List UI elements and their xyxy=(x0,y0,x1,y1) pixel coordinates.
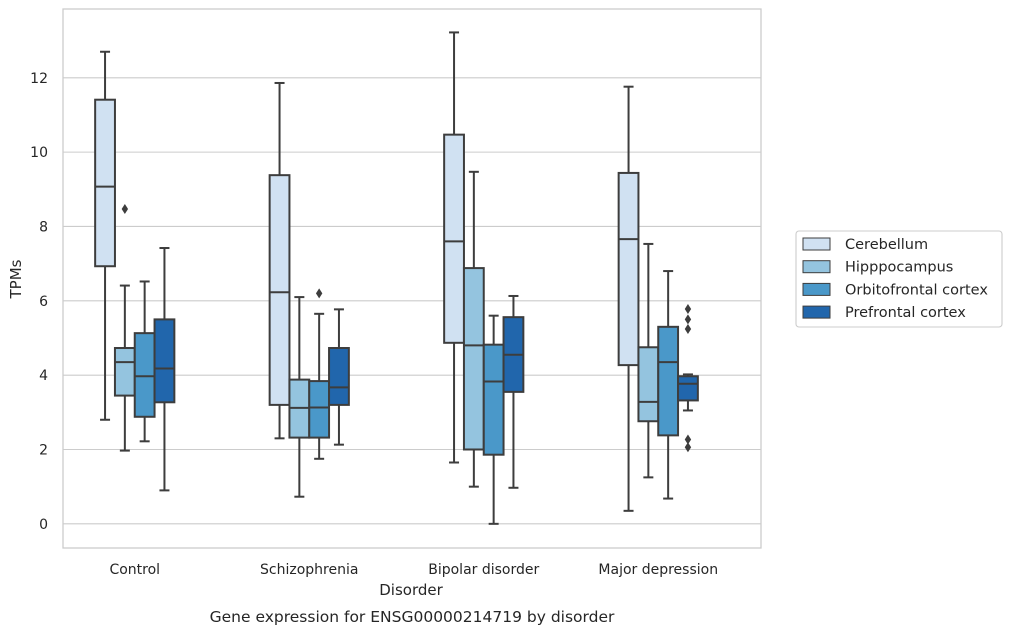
outlier-point xyxy=(121,203,129,214)
box xyxy=(94,50,116,421)
legend-item: Hipppocampus xyxy=(802,260,953,276)
box-body xyxy=(677,375,699,402)
legend-frame xyxy=(795,230,1003,328)
legend-label: Orbitofrontal cortex xyxy=(845,282,988,298)
legend: Cerebellum Hipppocampus Orbitofrontal cort… xyxy=(795,230,1003,328)
x-tick-label: Control xyxy=(109,562,160,578)
box-body xyxy=(462,267,485,451)
y-axis-ticks: 0 2 4 6 8 10 12 xyxy=(30,71,48,533)
y-tick-label: 4 xyxy=(39,368,48,384)
gridlines xyxy=(63,77,761,525)
series-cerebellum xyxy=(94,31,640,512)
x-tick-label: Schizophrenia xyxy=(260,562,358,578)
box xyxy=(153,247,176,492)
legend-label: Prefrontal cortex xyxy=(845,305,966,321)
outlier-point xyxy=(684,442,692,453)
box xyxy=(133,280,156,443)
y-axis-label: TPMs xyxy=(7,259,25,299)
box xyxy=(637,242,660,479)
box-body xyxy=(308,380,331,439)
y-tick-label: 8 xyxy=(39,219,48,235)
legend-label: Hipppocampus xyxy=(845,260,953,276)
box-body xyxy=(443,133,465,344)
y-tick-label: 12 xyxy=(30,71,48,87)
box-body xyxy=(133,332,156,418)
outlier-point xyxy=(684,434,692,445)
series-orbitofrontal-cortex xyxy=(133,270,680,525)
box-series xyxy=(94,31,699,525)
box-body xyxy=(94,98,116,268)
x-axis-ticks: Control Schizophrenia Bipolar disorder Majo… xyxy=(109,562,718,578)
box-body xyxy=(153,318,176,404)
box xyxy=(308,288,331,460)
legend-item: Orbitofrontal cortex xyxy=(802,282,988,298)
box xyxy=(482,314,505,525)
y-tick-label: 2 xyxy=(39,442,48,458)
legend-label: Cerebellum xyxy=(845,237,928,253)
x-axis-label: Disorder xyxy=(379,581,443,599)
box-body xyxy=(328,347,350,406)
box xyxy=(268,81,291,440)
legend-swatch xyxy=(802,260,831,274)
box xyxy=(677,303,699,453)
box xyxy=(502,294,525,489)
legend-item: Prefrontal cortex xyxy=(802,305,966,321)
box-body xyxy=(637,346,660,423)
box xyxy=(328,308,350,446)
y-tick-label: 10 xyxy=(30,145,48,161)
legend-swatch xyxy=(802,305,831,319)
outlier-point xyxy=(684,303,692,314)
box-body xyxy=(113,347,136,397)
outlier-point xyxy=(684,324,692,335)
legend-item: Cerebellum xyxy=(802,237,928,253)
chart-caption: Gene expression for ENSG00000214719 by d… xyxy=(210,608,615,626)
y-tick-label: 0 xyxy=(39,517,48,533)
x-tick-label: Major depression xyxy=(598,562,718,578)
legend-swatch xyxy=(802,282,831,296)
box-body xyxy=(617,171,640,367)
box-body xyxy=(482,343,505,456)
outlier-point xyxy=(315,288,323,299)
legend-swatch xyxy=(802,237,831,251)
y-tick-label: 6 xyxy=(39,294,48,310)
box xyxy=(617,85,640,512)
outlier-point xyxy=(684,314,692,325)
plot-area-frame xyxy=(62,8,762,549)
x-tick-label: Bipolar disorder xyxy=(428,562,539,578)
box-body xyxy=(657,325,680,437)
series-prefrontal-cortex xyxy=(153,247,699,492)
box-body xyxy=(268,174,291,406)
box xyxy=(443,31,465,464)
